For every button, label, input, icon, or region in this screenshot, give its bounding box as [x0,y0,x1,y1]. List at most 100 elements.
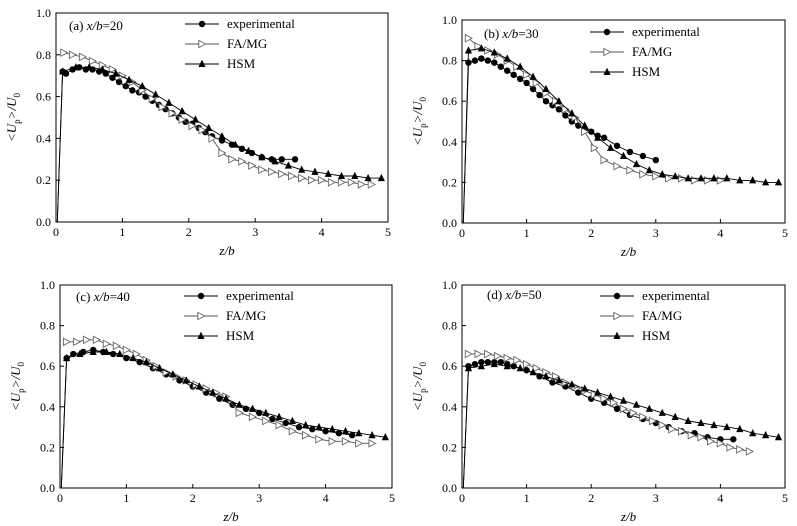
data-point [142,93,149,100]
data-point [532,78,541,88]
data-point [108,65,118,74]
data-point [736,176,744,184]
data-point [72,337,82,347]
data-point [209,388,217,396]
data-point [78,52,88,62]
legend-label: HSM [642,328,671,343]
data-point [291,156,299,163]
data-point [542,372,550,380]
data-point [275,420,284,430]
data-point [309,425,316,433]
y-tick-label: 0.0 [442,481,457,495]
data-point [317,175,327,185]
data-point [341,426,350,435]
data-point [474,42,483,51]
plot-frame [461,284,786,489]
data-point [168,108,177,118]
data-point [619,396,628,404]
data-point [63,353,71,362]
x-tick-label: 0 [57,491,63,505]
data-point [639,152,647,160]
x-tick-label: 4 [717,491,723,505]
data-point [138,81,146,90]
data-point [152,90,160,98]
data-point [594,133,602,141]
y-axis-label: <Up>/U0 [410,362,428,411]
data-point [684,416,692,425]
data-point [59,67,67,75]
series-fa-mg [60,48,376,189]
series-experimental [462,358,737,489]
data-point [762,431,770,439]
data-point [109,350,117,358]
y-tick-label: 1.0 [36,6,51,20]
data-point [522,359,532,369]
legend: experimental FA/MG HSM [600,288,710,343]
data-point [60,48,69,58]
plot-frame [55,12,389,223]
x-tick-label: 1 [119,225,125,239]
data-point [477,362,485,370]
y-tick-label: 0.2 [442,175,457,189]
data-point [248,161,257,170]
data-point [156,364,164,372]
data-point [82,335,92,345]
data-point [522,70,532,80]
data-point [85,63,93,71]
data-point [328,424,336,433]
legend-label: HSM [632,64,661,79]
data-point [523,79,530,87]
panel-title: (d) x/b=50 [487,287,542,302]
x-axis-label: z/b [222,509,239,524]
plot-frame [461,19,786,224]
data-point [600,134,608,141]
data-point [355,438,364,448]
x-tick-label: 3 [256,491,262,505]
data-point [516,364,524,372]
data-point [613,161,622,171]
data-point [497,358,504,366]
data-point [552,372,561,381]
legend-marker [603,47,612,57]
legend-marker [613,331,621,339]
data-point [357,180,367,189]
data-point [665,173,674,183]
x-tick-label: 1 [123,491,129,505]
data-point [471,360,479,368]
x-axis-label: z/b [620,244,637,259]
data-point [671,172,679,180]
x-tick-label: 5 [389,491,395,505]
legend-marker [198,39,207,49]
data-point [478,55,485,62]
data-point [72,63,80,71]
data-point [198,125,207,135]
data-point [658,408,666,416]
y-axis-label: <Up>/U0 [410,97,428,146]
data-point [723,174,731,182]
x-tick-label: 3 [653,491,659,505]
data-point [658,170,666,178]
y-tick-label: 0.4 [442,400,457,414]
data-point [192,380,201,389]
data-point [606,392,615,400]
data-point [555,106,563,113]
data-point [606,143,615,151]
data-point [275,412,283,420]
data-point [288,171,297,181]
data-point [88,56,98,66]
series-line [462,361,734,489]
data-point [581,127,590,136]
data-point [218,132,226,140]
x-tick-label: 4 [717,226,723,240]
data-point [191,115,200,123]
data-point [262,408,270,416]
data-point [555,376,563,384]
data-point [298,165,306,173]
data-point [129,87,136,94]
data-point [302,430,311,440]
data-point [477,44,485,52]
data-point [549,379,556,386]
data-point [474,349,483,359]
series-line [60,351,386,489]
chart-panel: 0 1 2 3 4 5 0.0 0.2 0.4 0.6 0.8 1.0 z/b <Up>/U0 (c) x/… [8,278,395,524]
